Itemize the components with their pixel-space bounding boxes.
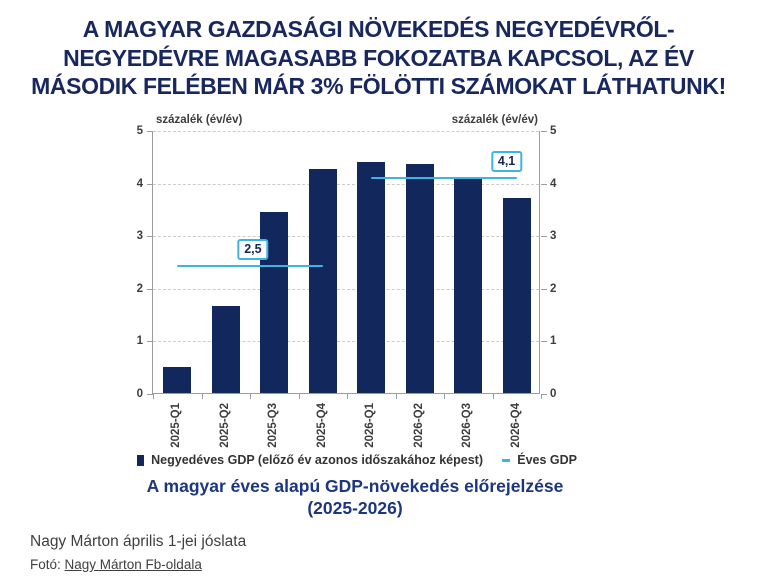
x-tickmark-4 <box>347 394 348 399</box>
headline-line-2: NEGYEDÉVRE MAGASABB FOKOZATBA KAPCSOL, A… <box>63 44 694 71</box>
annual-gdp-line-2 <box>371 177 517 180</box>
y-tick-label-left-1: 1 <box>136 335 143 348</box>
y-tickmark-left-1 <box>147 341 153 343</box>
x-tickmark-7 <box>492 394 494 399</box>
annual-gdp-label-1: 2,5 <box>237 239 269 261</box>
y-axis-title-left: százalék (év/év) <box>156 114 243 126</box>
x-tickmark-6 <box>444 394 445 399</box>
x-tick-label-2025-Q1: 2025-Q1 <box>170 403 183 448</box>
annual-gdp-line-1 <box>177 265 323 268</box>
y-tickmark-left-2 <box>147 288 153 290</box>
y-tick-label-right-2: 2 <box>550 282 557 295</box>
y-tick-label-right-1: 1 <box>550 335 557 348</box>
x-tickmark-2 <box>250 394 251 399</box>
y-tick-label-left-2: 2 <box>136 282 143 295</box>
legend-line-swatch-icon <box>501 458 511 462</box>
x-tickmark-3 <box>298 394 300 399</box>
y-tickmark-right-0 <box>541 394 547 395</box>
y-tickmark-left-0 <box>147 394 153 395</box>
chart-plot-area: 0 0 1 1 2 2 3 3 4 4 5 5 2,5 4,1 2025-Q1 2025-Q2 2025-Q3 2… <box>137 125 557 448</box>
x-tick-label-2025-Q3: 2025-Q3 <box>267 403 280 448</box>
headline-line-3: MÁSODIK FELÉBEN MÁR 3% FÖLÖTTI SZÁMOKAT … <box>31 73 726 99</box>
x-tick-label-2026-Q4: 2026-Q4 <box>509 403 522 448</box>
bar-2025-Q1 <box>163 366 192 393</box>
legend-annual-gdp-label: Éves GDP <box>517 453 577 467</box>
gridline-4 <box>153 183 539 185</box>
y-tickmark-left-4 <box>147 183 153 185</box>
photo-source-link[interactable]: Nagy Márton Fb-oldala <box>64 557 202 572</box>
legend-bar-swatch-icon <box>137 454 145 466</box>
photo-credit: Fotó: Nagy Márton Fb-oldala <box>30 557 202 572</box>
y-axis-title-right: százalék (év/év) <box>451 114 538 126</box>
gdp-chart-figure: százalék (év/év) százalék (év/év) 0 0 1 1 2 2… <box>125 112 577 524</box>
y-tick-label-left-0: 0 <box>136 388 143 400</box>
chart-title-line-2: (2025-2026) <box>307 498 403 518</box>
x-tickmark-5 <box>395 394 397 399</box>
gridline-1 <box>153 341 539 343</box>
gridline-2 <box>153 288 539 290</box>
y-tick-label-right-5: 5 <box>550 125 557 137</box>
bar-2025-Q2 <box>211 306 240 393</box>
image-caption: Nagy Márton április 1-jei jóslata <box>30 533 247 550</box>
gridline-5 <box>153 131 539 132</box>
bar-2026-Q2 <box>405 164 434 393</box>
bar-2026-Q3 <box>454 177 483 393</box>
photo-credit-label: Fotó: <box>30 557 65 572</box>
gridline-3 <box>153 236 539 238</box>
y-tick-label-right-3: 3 <box>550 230 557 243</box>
page-title: A MAGYAR GAZDASÁGI NÖVEKEDÉS NEGYEDÉVRŐL… <box>0 15 757 101</box>
annual-gdp-label-2: 4,1 <box>490 151 523 173</box>
y-tick-label-left-5: 5 <box>136 125 143 137</box>
headline-line-1: A MAGYAR GAZDASÁGI NÖVEKEDÉS NEGYEDÉVRŐL… <box>82 16 675 42</box>
bar-2026-Q1 <box>357 161 386 393</box>
x-tick-label-2026-Q3: 2026-Q3 <box>461 403 474 448</box>
y-tick-label-left-3: 3 <box>136 230 143 243</box>
y-tick-label-left-4: 4 <box>136 177 143 190</box>
legend-quarterly-gdp-label: Negyedéves GDP (előző év azonos időszaká… <box>151 453 483 467</box>
x-tickmark-8 <box>541 394 542 399</box>
y-tickmark-right-3 <box>541 236 547 238</box>
chart-legend: Negyedéves GDP (előző év azonos időszaká… <box>137 453 577 467</box>
y-tickmark-right-5 <box>541 131 547 132</box>
y-tickmark-right-4 <box>541 183 547 185</box>
x-tickmark-1 <box>201 394 203 399</box>
x-tick-label-2025-Q2: 2025-Q2 <box>218 403 231 448</box>
y-tick-label-right-0: 0 <box>550 388 557 400</box>
bar-2026-Q4 <box>502 198 531 393</box>
chart-title-line-1: A magyar éves alapú GDP-növekedés előrej… <box>146 476 564 496</box>
bar-2025-Q4 <box>308 169 337 393</box>
y-tickmark-right-1 <box>541 341 547 343</box>
y-tickmark-left-5 <box>147 131 153 132</box>
x-tick-label-2025-Q4: 2025-Q4 <box>315 403 328 448</box>
y-tick-label-right-4: 4 <box>550 177 557 190</box>
x-tick-label-2026-Q1: 2026-Q1 <box>364 403 377 448</box>
x-tickmark-0 <box>153 394 154 399</box>
y-tickmark-right-2 <box>541 288 547 290</box>
x-tick-label-2026-Q2: 2026-Q2 <box>412 403 425 448</box>
y-tickmark-left-3 <box>147 236 153 238</box>
